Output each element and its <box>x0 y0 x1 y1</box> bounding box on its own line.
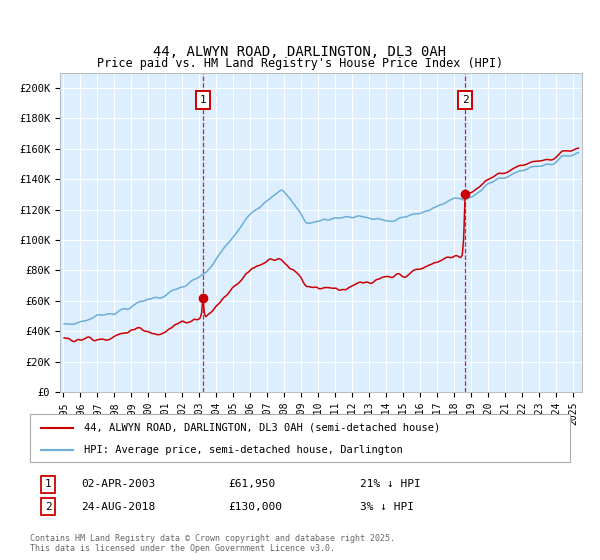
Text: 44, ALWYN ROAD, DARLINGTON, DL3 0AH: 44, ALWYN ROAD, DARLINGTON, DL3 0AH <box>154 45 446 59</box>
Text: Price paid vs. HM Land Registry's House Price Index (HPI): Price paid vs. HM Land Registry's House … <box>97 57 503 70</box>
Text: 24-AUG-2018: 24-AUG-2018 <box>81 502 155 512</box>
Text: HPI: Average price, semi-detached house, Darlington: HPI: Average price, semi-detached house,… <box>84 445 403 455</box>
Text: 1: 1 <box>44 479 52 489</box>
Text: 21% ↓ HPI: 21% ↓ HPI <box>360 479 421 489</box>
Text: 2: 2 <box>462 95 469 105</box>
Text: 2: 2 <box>44 502 52 512</box>
Text: 1: 1 <box>200 95 206 105</box>
Text: £61,950: £61,950 <box>228 479 275 489</box>
FancyBboxPatch shape <box>30 414 570 462</box>
Text: 3% ↓ HPI: 3% ↓ HPI <box>360 502 414 512</box>
Text: 02-APR-2003: 02-APR-2003 <box>81 479 155 489</box>
Text: £130,000: £130,000 <box>228 502 282 512</box>
Text: 44, ALWYN ROAD, DARLINGTON, DL3 0AH (semi-detached house): 44, ALWYN ROAD, DARLINGTON, DL3 0AH (sem… <box>84 423 440 433</box>
Text: Contains HM Land Registry data © Crown copyright and database right 2025.
This d: Contains HM Land Registry data © Crown c… <box>30 534 395 553</box>
